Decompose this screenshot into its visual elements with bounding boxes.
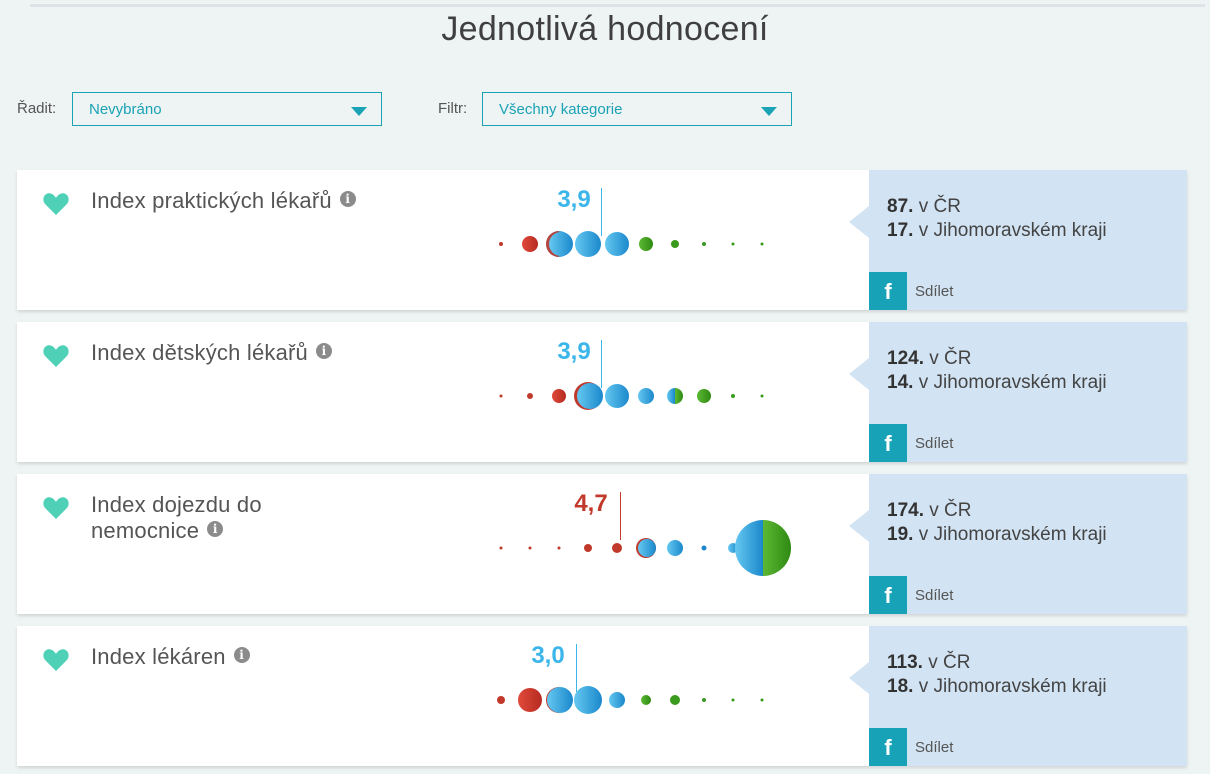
card-title: Index dětských lékařů i [91,340,332,366]
rank-regional: 19. v Jihomoravském kraji [887,524,1107,545]
distribution-dot [499,394,503,398]
distribution-dot [731,242,735,246]
distribution-dot [697,389,711,403]
heart-icon[interactable] [43,192,69,216]
distribution-dot [574,382,602,410]
rating-card-dojezd: Index dojezdu do nemocnice i 4,7 174. v ČR… [17,474,1187,614]
rank-national: 174. v ČR [887,500,972,521]
distribution-dot [522,236,538,252]
rating-card-praktici: Index praktických lékařů i 3,9 87. v ČR 1… [17,170,1187,310]
score-marker [601,340,602,388]
rank-national: 113. v ČR [887,652,971,673]
distribution-dot [605,232,629,256]
score-marker [601,188,602,236]
card-title: Index praktických lékařů i [91,188,356,214]
rating-card-detsti: Index dětských lékařů i 3,9 124. v ČR 14.… [17,322,1187,462]
rank-panel: 113. v ČR 18. v Jihomoravském kraji f Sd… [849,626,1187,766]
distribution-dot [731,698,735,702]
distribution-dot [499,242,503,246]
distribution-dot [527,393,533,399]
rank-regional: 14. v Jihomoravském kraji [887,372,1107,393]
info-icon[interactable]: i [315,343,332,359]
distribution-dot [702,242,706,246]
distribution-dot [760,394,764,398]
top-divider [30,4,1205,7]
rank-panel: 87. v ČR 17. v Jihomoravském kraji f Sdí… [849,170,1187,310]
rank-regional: 17. v Jihomoravském kraji [887,220,1107,241]
distribution-dot [728,543,738,553]
distribution-dot [609,692,625,708]
rank-regional: 18. v Jihomoravském kraji [887,676,1107,697]
card-title: Index lékáren i [91,644,250,670]
share-button[interactable]: Sdílet [915,587,954,604]
share-button[interactable]: Sdílet [915,435,954,452]
distribution-dot [636,538,656,558]
share-button[interactable]: Sdílet [915,739,954,756]
facebook-icon[interactable]: f [869,272,907,310]
distribution-dot [701,545,707,551]
sort-select[interactable]: Nevybráno [72,92,382,126]
info-icon[interactable]: i [207,521,224,537]
filter-select[interactable]: Všechny kategorie [482,92,792,126]
rank-national: 124. v ČR [887,348,972,369]
chevron-down-icon [761,107,777,116]
rank-panel: 124. v ČR 14. v Jihomoravském kraji f Sd… [849,322,1187,462]
distribution-dot [575,231,601,257]
heart-icon[interactable] [43,648,69,672]
distribution-dot [671,240,679,248]
distribution-dot [670,695,680,705]
distribution-dot [518,688,542,712]
score-value: 3,0 [531,642,565,669]
info-icon[interactable]: i [233,647,250,663]
sort-select-value: Nevybráno [89,101,162,118]
facebook-icon[interactable]: f [869,424,907,462]
facebook-icon[interactable]: f [869,576,907,614]
score-marker [620,492,621,540]
distribution-dot [639,237,653,251]
distribution-dot [546,231,572,257]
distribution-dot [605,384,629,408]
heart-icon[interactable] [43,344,69,368]
distribution-dot [552,389,566,403]
facebook-icon[interactable]: f [869,728,907,766]
distribution-dot [638,539,656,557]
distribution-dot [667,540,683,556]
filter-label: Filtr: [438,100,468,117]
distribution-dot [638,388,654,404]
filter-select-value: Všechny kategorie [499,101,623,118]
score-value: 3,9 [557,338,591,365]
distribution-dot [577,383,603,409]
rank-national: 87. v ČR [887,196,961,217]
distribution-dot [584,544,592,552]
rating-card-lekarny: Index lékáren i 3,0 113. v ČR 18. v Jihom… [17,626,1187,766]
distribution-dot [499,546,503,550]
info-icon[interactable]: i [339,191,356,207]
card-title: Index dojezdu do nemocnice i [91,492,262,543]
distribution-dot [574,686,602,714]
score-marker [576,644,577,692]
distribution-dot [549,232,573,256]
sort-label: Řadit: [17,100,57,117]
distribution-dot [702,698,706,702]
page-title: Jednotlivá hodnocení [441,10,769,48]
distribution-dot [557,546,561,550]
share-button[interactable]: Sdílet [915,283,954,300]
distribution-dot [612,543,622,553]
score-value: 3,9 [557,186,591,213]
heart-icon[interactable] [43,496,69,520]
distribution-dot [731,394,735,398]
distribution-dot [641,695,651,705]
distribution-dot [547,687,573,713]
score-value: 4,7 [574,490,608,517]
distribution-dot [760,242,764,246]
rank-panel: 174. v ČR 19. v Jihomoravském kraji f Sd… [849,474,1187,614]
distribution-dot [528,546,532,550]
distribution-dot [497,696,505,704]
distribution-dot [760,698,764,702]
chevron-down-icon [351,107,367,116]
